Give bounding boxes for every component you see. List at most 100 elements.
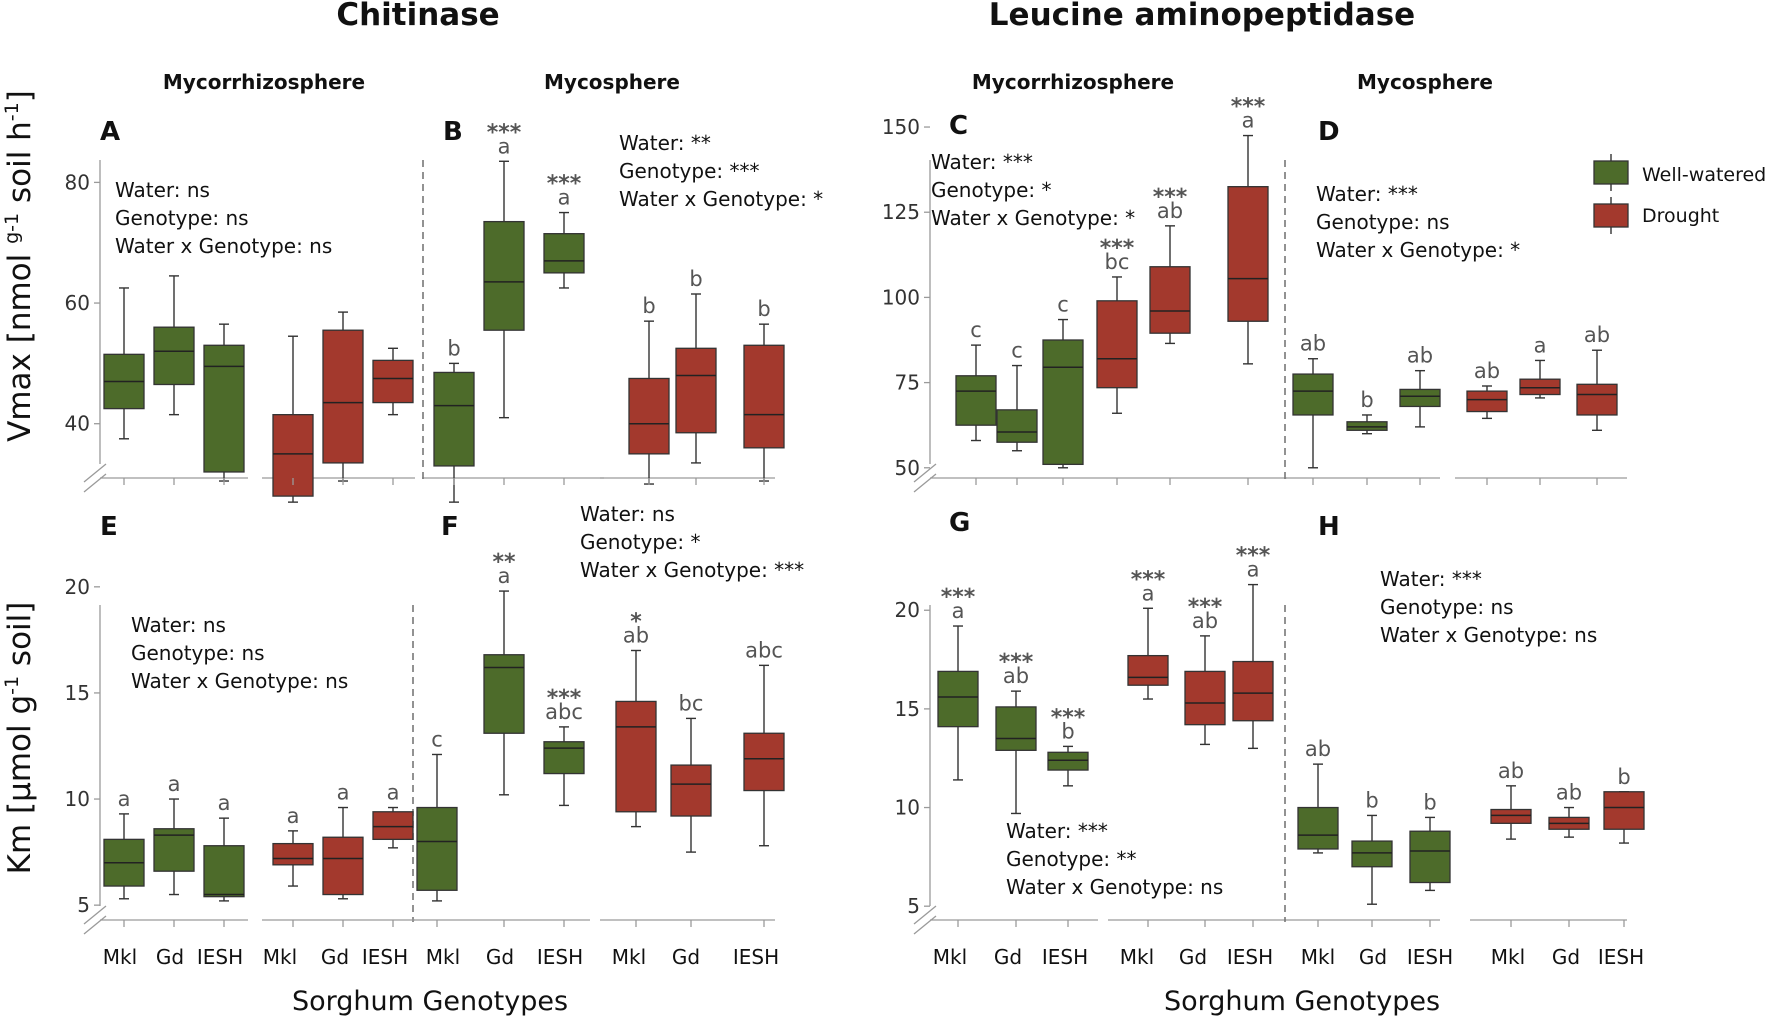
box-iqr xyxy=(203,344,245,473)
x-title-right: Sorghum Genotypes xyxy=(1164,986,1440,1017)
box-wellwatered-iesh xyxy=(203,323,245,482)
significance-letter: a xyxy=(287,804,300,828)
box-drought-iesh: b xyxy=(1603,765,1645,844)
box-iqr xyxy=(996,409,1038,443)
significance-letter: ab xyxy=(1556,781,1582,805)
box-drought-mkl: ab xyxy=(1466,359,1508,420)
x-tick-label: IESH xyxy=(362,945,408,969)
x-tick-label: Mkl xyxy=(1491,945,1525,969)
y-tick-label: 40 xyxy=(65,412,90,436)
y-tick-label: 5 xyxy=(77,893,90,917)
stat-line: Water: ns xyxy=(131,613,226,637)
stat-line: Water x Genotype: ns xyxy=(115,234,332,258)
stat-line: Water x Genotype: ns xyxy=(131,669,348,693)
y-tick-label: 15 xyxy=(895,697,920,721)
y-tick-label: 100 xyxy=(882,285,920,309)
box-iqr xyxy=(1047,751,1089,771)
y-tick-label: 150 xyxy=(882,115,920,139)
box-wellwatered-gd: b xyxy=(1351,788,1393,905)
x-tick-label: Mkl xyxy=(612,945,646,969)
significance-letter: a xyxy=(1534,333,1547,357)
significance-letter: a xyxy=(168,772,181,796)
panel-label-a: A xyxy=(100,117,120,147)
x-tick-label: Gd xyxy=(321,945,349,969)
y-title-km: Km [µmol g-1 soil] xyxy=(1,602,38,875)
box-wellwatered-mkl: c xyxy=(955,318,997,442)
axis-break-mark xyxy=(913,905,937,925)
panel-b: B Water: ** Genotype: *** Water x Genotype:… xyxy=(422,117,823,503)
region-a-header: Mycorrhizosphere xyxy=(163,70,365,94)
box-wellwatered-mkl: c xyxy=(416,727,458,902)
panel-e: E 5 10 15 20 Water: ns Genotype: ns Water x Gen… xyxy=(65,512,415,969)
box-wellwatered-mkl xyxy=(103,287,145,440)
box-wellwatered-gd xyxy=(153,275,195,416)
box-iqr xyxy=(1399,388,1441,408)
panel-label-h: H xyxy=(1318,512,1340,542)
significance-letter: ab xyxy=(1498,759,1524,783)
box-wellwatered-gd: ab*** xyxy=(995,650,1037,815)
panel-d: D Water: *** Genotype: ns Water x Genotype:… xyxy=(1286,117,1627,485)
box-wellwatered-iesh: b*** xyxy=(1047,705,1089,787)
significance-letter: c xyxy=(431,727,443,751)
box-iqr xyxy=(1149,266,1191,334)
stat-line: Water x Genotype: ns xyxy=(1006,875,1223,899)
box-iqr xyxy=(322,329,364,464)
significance-letter: ab xyxy=(1305,737,1331,761)
y-tick-label: 80 xyxy=(65,170,90,194)
chitinase-title: Chitinase xyxy=(336,0,499,33)
x-tick-label: Mkl xyxy=(1120,945,1154,969)
stat-line: Genotype: * xyxy=(580,530,701,554)
box-drought-gd: ab*** xyxy=(1149,185,1191,345)
x-tick-label: IESH xyxy=(1227,945,1273,969)
stat-line: Water: *** xyxy=(1316,182,1418,206)
axis-break-mark xyxy=(83,473,107,493)
box-iqr xyxy=(628,377,670,455)
legend-label-drought: Drought xyxy=(1642,205,1719,227)
significance-letter: ab xyxy=(1584,323,1610,347)
box-iqr xyxy=(272,842,314,866)
box-iqr xyxy=(1351,840,1393,868)
significance-letter: b xyxy=(1617,765,1630,789)
x-tick-label: IESH xyxy=(197,945,243,969)
significance-stars: ** xyxy=(492,550,516,575)
x-tick-label: IESH xyxy=(1042,945,1088,969)
y-tick-label: 75 xyxy=(895,371,920,395)
x-tick-label: Gd xyxy=(994,945,1022,969)
significance-letter: a xyxy=(952,599,965,623)
stat-line: Water: *** xyxy=(931,150,1033,174)
box-iqr xyxy=(543,741,585,775)
significance-letter: b xyxy=(689,267,702,291)
box-wellwatered-iesh: c xyxy=(1042,293,1084,469)
stat-line: Genotype: ns xyxy=(1380,595,1514,619)
box-drought-iesh: a xyxy=(372,781,414,849)
box-drought-mkl: ab* xyxy=(615,609,657,828)
box-drought-mkl xyxy=(272,335,314,503)
panel-label-g: G xyxy=(949,508,970,538)
box-iqr xyxy=(1127,654,1169,686)
y-tick-label: 60 xyxy=(65,291,90,315)
region-c-header: Mycorrhizosphere xyxy=(972,70,1174,94)
axis-break-mark xyxy=(913,473,937,493)
box-wellwatered-iesh: a xyxy=(203,791,245,902)
box-iqr xyxy=(1232,660,1274,722)
box-wellwatered-gd: a*** xyxy=(483,120,525,419)
legend-label-well-watered: Well-watered xyxy=(1642,164,1766,186)
box-iqr xyxy=(1466,390,1508,413)
box-drought-gd: b xyxy=(675,267,717,464)
significance-stars: *** xyxy=(999,650,1034,675)
x-tick-label: IESH xyxy=(733,945,779,969)
box-drought-gd: ab*** xyxy=(1184,595,1226,746)
box-drought-gd xyxy=(322,311,364,482)
box-iqr xyxy=(1519,378,1561,396)
axis-break-mark xyxy=(83,915,107,935)
panel-label-e: E xyxy=(100,512,118,542)
stat-line: Water: ns xyxy=(115,178,210,202)
box-drought-gd: a xyxy=(1519,333,1561,399)
box-iqr xyxy=(1576,383,1618,416)
panels: A 40 60 80 Water: ns Genotype: ns Water x Geno… xyxy=(65,95,1645,969)
box-wellwatered-gd: c xyxy=(996,339,1038,452)
box-iqr xyxy=(1346,421,1388,431)
stat-line: Water: *** xyxy=(1006,819,1108,843)
box-iqr xyxy=(272,414,314,497)
y-tick-label: 20 xyxy=(895,598,920,622)
